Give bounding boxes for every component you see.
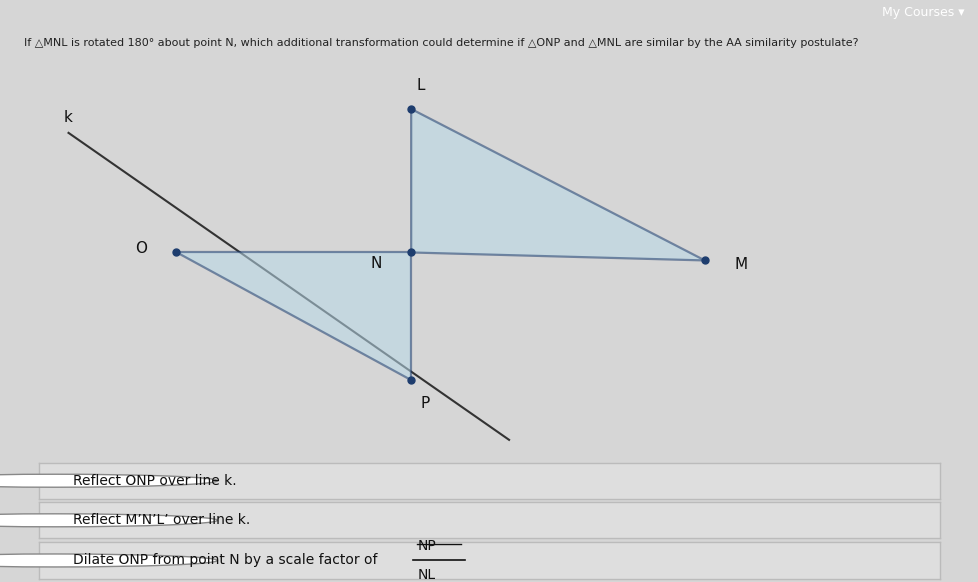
Text: NP: NP xyxy=(417,538,436,552)
Polygon shape xyxy=(411,109,704,261)
Text: NL: NL xyxy=(417,569,435,582)
Text: P: P xyxy=(421,396,429,411)
Text: O: O xyxy=(135,241,147,256)
Text: k: k xyxy=(64,110,73,125)
Circle shape xyxy=(0,514,217,527)
Circle shape xyxy=(0,554,217,567)
Text: L: L xyxy=(417,78,424,93)
Circle shape xyxy=(0,474,217,487)
Text: Dilate ONP from point N by a scale factor of: Dilate ONP from point N by a scale facto… xyxy=(73,553,378,567)
Text: Reflect M’N’L’ over line k.: Reflect M’N’L’ over line k. xyxy=(73,513,250,527)
Polygon shape xyxy=(176,253,411,380)
Text: M: M xyxy=(734,257,746,272)
Text: My Courses ▾: My Courses ▾ xyxy=(881,6,963,19)
Text: Reflect ONP over line k.: Reflect ONP over line k. xyxy=(73,474,237,488)
Text: If △MNL is rotated 180° about point N, which additional transformation could det: If △MNL is rotated 180° about point N, w… xyxy=(24,38,858,48)
Text: N: N xyxy=(370,257,381,271)
